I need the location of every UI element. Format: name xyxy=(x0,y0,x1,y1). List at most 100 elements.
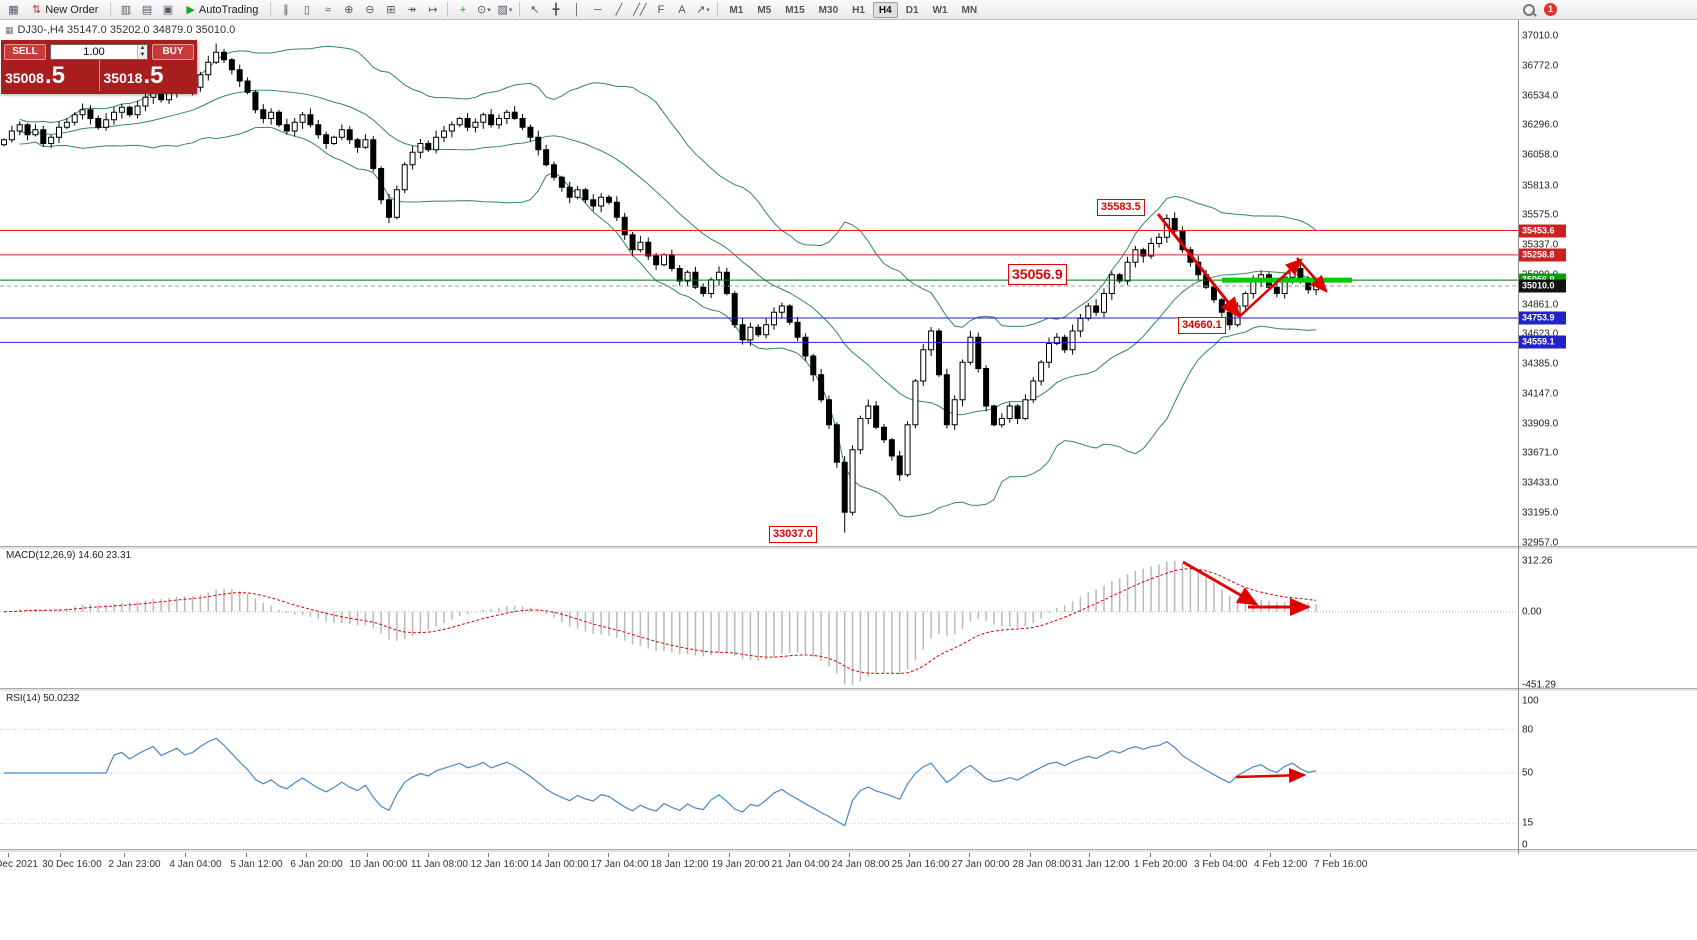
timeframe-m5[interactable]: M5 xyxy=(757,4,772,16)
volume-input[interactable] xyxy=(51,44,137,59)
timeframe-m15[interactable]: M15 xyxy=(785,4,805,16)
bollinger-band xyxy=(19,45,1317,328)
time-axis-label: 7 Feb 16:00 xyxy=(1313,859,1368,870)
timeframe-m30[interactable]: M30 xyxy=(818,4,839,16)
time-tick xyxy=(428,853,429,857)
autotrading-button-label: AutoTrading xyxy=(198,3,259,16)
cursor-icon[interactable]: ↖ xyxy=(525,1,544,18)
volume-spinner[interactable]: ▲ ▼ xyxy=(137,44,147,59)
buy-price-main: 35018 xyxy=(103,70,143,86)
time-axis-label: 28 Jan 08:00 xyxy=(1012,859,1071,870)
chart-title: ▦ DJ30-,H4 35147.0 35202.0 34879.0 35010… xyxy=(5,24,235,36)
price-annotation[interactable]: 33037.0 xyxy=(769,526,817,543)
line-chart-icon[interactable]: ≈ xyxy=(318,1,337,18)
channel-icon: ╱╱ xyxy=(633,4,647,16)
toolbar-separator xyxy=(519,2,521,17)
tile-windows-icon: ⊞ xyxy=(386,4,396,16)
panel-splitter[interactable] xyxy=(0,849,1697,852)
market-watch-icon[interactable]: ▥ xyxy=(116,1,135,18)
trendline-icon[interactable]: ╱ xyxy=(609,1,628,18)
horizontal-line-icon[interactable]: ─ xyxy=(588,1,607,18)
time-axis-label: 3 Feb 04:00 xyxy=(1193,859,1248,870)
buy-price[interactable]: 35018.5 xyxy=(100,60,198,91)
fibonacci-icon[interactable]: F xyxy=(651,1,670,18)
time-tick xyxy=(185,853,186,857)
bollinger-band xyxy=(19,89,1317,416)
sell-price[interactable]: 35008.5 xyxy=(1,60,99,91)
candlestick-chart-icon[interactable]: ▯ xyxy=(297,1,316,18)
search-icon[interactable] xyxy=(1523,4,1536,17)
tile-windows-icon[interactable]: ⊞ xyxy=(381,1,400,18)
time-axis-label: 21 Jan 04:00 xyxy=(771,859,830,870)
panel-splitter[interactable] xyxy=(0,546,1697,549)
trend-arrow[interactable] xyxy=(1182,560,1259,606)
bar-chart-icon[interactable]: ∥ xyxy=(276,1,295,18)
auto-scroll-icon: ↠ xyxy=(407,4,417,16)
trend-arrow[interactable] xyxy=(1296,257,1328,293)
vertical-line-icon[interactable]: │ xyxy=(567,1,586,18)
chart-shift-icon[interactable]: ↦ xyxy=(423,1,442,18)
time-axis-label: 1 Feb 20:00 xyxy=(1133,859,1188,870)
market-watch-icon: ▥ xyxy=(120,4,132,16)
volume-up-icon[interactable]: ▲ xyxy=(139,44,146,51)
crosshair-icon[interactable]: ╋ xyxy=(546,1,565,18)
time-axis-label: 14 Jan 00:00 xyxy=(530,859,589,870)
periods-icon[interactable]: ⊙ ▾ xyxy=(474,1,493,18)
time-tick xyxy=(367,853,368,857)
auto-scroll-icon[interactable]: ↠ xyxy=(402,1,421,18)
timeframe-mn[interactable]: MN xyxy=(961,4,978,16)
panel-splitter[interactable] xyxy=(0,688,1697,691)
timeframe-h4[interactable]: H4 xyxy=(872,1,898,18)
alert-badge[interactable]: 1 xyxy=(1544,3,1557,16)
toolbar-separator xyxy=(717,2,719,17)
trend-arrow[interactable] xyxy=(1238,258,1303,318)
timeframe-d1[interactable]: D1 xyxy=(905,4,919,16)
time-axis-label: 5 Jan 12:00 xyxy=(230,859,283,870)
timeframe-w1[interactable]: W1 xyxy=(932,4,948,16)
new-order-button[interactable]: ⇅ New Order xyxy=(25,1,105,18)
new-chart-icon[interactable]: ▦ xyxy=(4,1,23,18)
text-icon[interactable]: A xyxy=(672,1,691,18)
trend-arrow[interactable] xyxy=(1156,213,1241,319)
sell-price-frac: .5 xyxy=(44,62,65,89)
navigator-icon[interactable]: ▤ xyxy=(137,1,156,18)
line-chart-icon: ≈ xyxy=(324,3,331,16)
bar-chart-icon: ∥ xyxy=(283,4,289,16)
volume-down-icon[interactable]: ▼ xyxy=(139,51,146,58)
templates-icon: ▨ xyxy=(497,4,508,16)
arrows-tool-icon[interactable]: ↗ ▾ xyxy=(693,1,712,18)
sell-button[interactable]: SELL xyxy=(4,43,46,60)
time-tick xyxy=(488,853,489,857)
time-tick xyxy=(1210,853,1211,857)
time-axis-label: 6 Jan 20:00 xyxy=(290,859,343,870)
price-annotation[interactable]: 35583.5 xyxy=(1097,199,1145,216)
zoom-in-icon: ⊕ xyxy=(344,4,354,16)
time-axis-label: 10 Jan 00:00 xyxy=(349,859,408,870)
templates-icon[interactable]: ▨ ▾ xyxy=(495,1,514,18)
trade-panel-divider xyxy=(98,60,100,91)
buy-price-frac: .5 xyxy=(143,62,164,89)
timeframe-m1[interactable]: M1 xyxy=(729,4,744,16)
time-tick xyxy=(306,853,307,857)
zoom-out-icon[interactable]: ⊖ xyxy=(360,1,379,18)
timeframe-h1[interactable]: H1 xyxy=(852,4,865,16)
price-annotation[interactable]: 35056.9 xyxy=(1008,264,1067,285)
indicators-icon[interactable]: + xyxy=(453,1,472,18)
time-tick xyxy=(969,853,970,857)
time-tick xyxy=(124,853,125,857)
price-annotation[interactable]: 34660.1 xyxy=(1178,317,1226,334)
cursor-icon: ↖ xyxy=(530,4,540,16)
buy-button[interactable]: BUY xyxy=(152,43,194,60)
trend-arrow[interactable] xyxy=(1235,767,1307,783)
time-tick xyxy=(1150,853,1151,857)
time-tick xyxy=(849,853,850,857)
zoom-in-icon[interactable]: ⊕ xyxy=(339,1,358,18)
time-axis-label: 31 Jan 12:00 xyxy=(1071,859,1130,870)
autotrading-button[interactable]: ▶ AutoTrading xyxy=(179,1,265,18)
time-axis[interactable]: Dec 2021 30 Dec 16:00 2 Jan 23:00 4 Jan 04:… xyxy=(0,852,1518,876)
terminal-icon[interactable]: ▣ xyxy=(158,1,177,18)
chart-shift-icon: ↦ xyxy=(428,4,438,16)
channel-icon[interactable]: ╱╱ xyxy=(630,1,649,18)
